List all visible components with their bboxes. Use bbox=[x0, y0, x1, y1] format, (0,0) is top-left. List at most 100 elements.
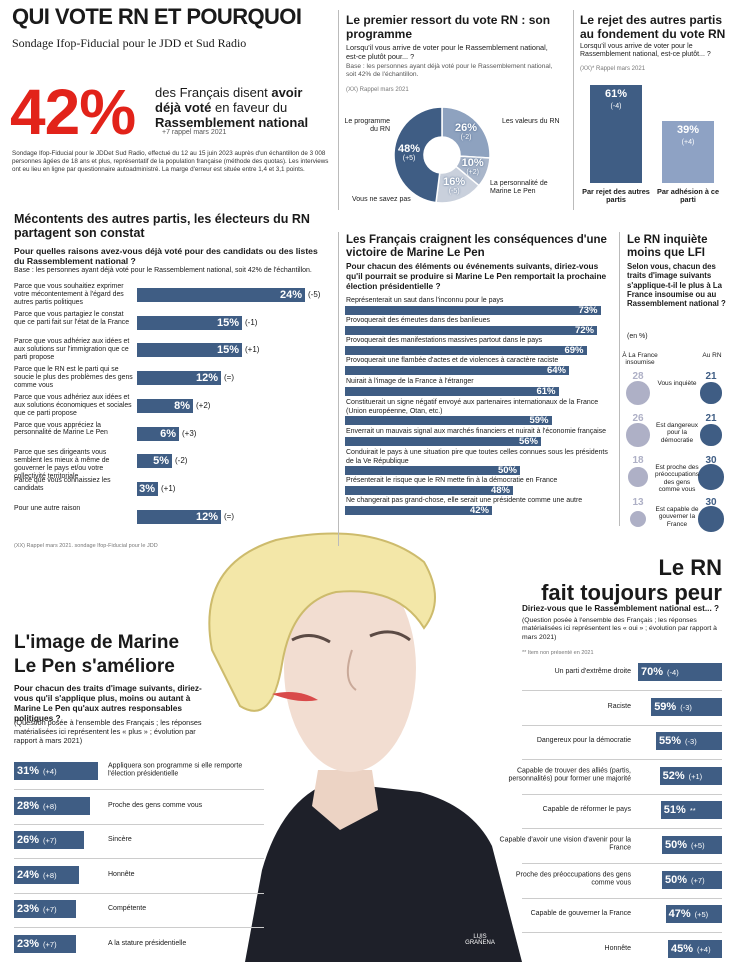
bar bbox=[345, 486, 513, 495]
bar-value: 28% (+8) bbox=[17, 797, 93, 816]
row-label: Honnête bbox=[108, 870, 135, 878]
bar bbox=[14, 865, 79, 884]
divider bbox=[338, 10, 339, 210]
divider bbox=[619, 232, 620, 526]
bar bbox=[14, 934, 77, 953]
bar bbox=[137, 398, 193, 413]
row-rule bbox=[522, 932, 722, 934]
divider bbox=[573, 10, 574, 210]
bubble bbox=[628, 467, 648, 487]
row-label: Conduirait le pays à une situation pire … bbox=[346, 449, 608, 465]
donut bbox=[393, 106, 491, 204]
bar-evolution: (+5) bbox=[691, 841, 705, 850]
question: Lorsqu'il vous arrive de voter pour le R… bbox=[346, 43, 548, 61]
section-title: fait toujours peur bbox=[541, 580, 722, 605]
bar bbox=[137, 343, 242, 358]
row-rule bbox=[522, 724, 722, 726]
subtitle: Sondage Ifop-Fiducial pour le JDD et Sud… bbox=[12, 36, 247, 50]
nose bbox=[346, 649, 357, 691]
bar-value-text: 50% bbox=[665, 873, 688, 886]
bubble bbox=[700, 424, 722, 446]
row-label: Provoquerait une flambée d'actes et de v… bbox=[346, 357, 559, 364]
bar bbox=[14, 796, 90, 815]
stat-text-part: en faveur du bbox=[211, 99, 288, 115]
bar-value: 50% bbox=[497, 465, 517, 476]
question: Pour chacun des traits d'image suivants,… bbox=[14, 683, 202, 723]
donut-slice bbox=[393, 106, 443, 204]
bar bbox=[662, 870, 722, 889]
row-label: Parce que vous souhaitiez exprimer votre… bbox=[14, 283, 124, 306]
row-label: Ne changerait pas grand-chose, elle sera… bbox=[346, 497, 583, 504]
section-title: Le RN inquiète moins que LFI bbox=[627, 234, 708, 260]
row-label: Un parti d'extrême droite bbox=[554, 667, 631, 675]
row-label: Provoquerait des manifestations massives… bbox=[346, 337, 543, 344]
section-title: Le Pen s'améliore bbox=[14, 656, 175, 677]
bar-value: 52% (+1) bbox=[663, 767, 722, 786]
bar-value: 47% (+5) bbox=[669, 905, 722, 924]
bar-value: 23% (+7) bbox=[17, 935, 79, 954]
column-header: À La France insoumise bbox=[622, 352, 658, 367]
slice-evolution: (+5) bbox=[402, 154, 416, 162]
bar-value: 5% bbox=[153, 455, 169, 468]
bar-value-text: 26% bbox=[17, 834, 40, 846]
bar-evolution: (+2) bbox=[196, 400, 211, 410]
title: QUI VOTE RN ET POURQUOI bbox=[12, 4, 302, 29]
row-label: Honnête bbox=[604, 944, 631, 952]
bar-evolution: (+7) bbox=[43, 939, 57, 949]
bar bbox=[345, 466, 520, 475]
bar-value-text: 50% bbox=[665, 839, 688, 851]
base: Base : les personnes ayant déjà voté pou… bbox=[346, 63, 553, 78]
bar-value: 59% (-3) bbox=[654, 698, 722, 717]
section-title: L'image de Marine bbox=[14, 632, 180, 653]
bubble bbox=[626, 423, 650, 447]
credit: LUIS GRAÑENA bbox=[465, 934, 495, 946]
bar-value: 8% bbox=[174, 399, 190, 412]
bar-evolution: (-3) bbox=[685, 737, 697, 747]
bar bbox=[345, 416, 552, 425]
bar-value: 15% bbox=[216, 316, 239, 329]
bar bbox=[345, 506, 492, 515]
question: Pour chacun des éléments ou événements s… bbox=[346, 261, 607, 291]
row-label: Parce que vous adhériez aux idées et aux… bbox=[14, 338, 130, 362]
row-label: Pour une autre raison bbox=[14, 504, 81, 512]
bar-evolution: (+1) bbox=[161, 483, 176, 493]
stat-text: des Français disent avoir déjà voté en f… bbox=[155, 85, 330, 131]
bar-value: 56% bbox=[518, 436, 538, 447]
bar-value: 12% bbox=[195, 510, 218, 523]
row-rule bbox=[14, 858, 264, 859]
legend-label: Vous ne savez pas bbox=[352, 196, 411, 203]
row-label: Appliquera son programme si elle remport… bbox=[108, 762, 243, 778]
bar bbox=[656, 732, 722, 751]
bar-label: Par adhésion à ce parti bbox=[656, 187, 720, 205]
bar-value-text: 55% bbox=[659, 735, 682, 748]
bar-value: 59% bbox=[529, 415, 549, 426]
bar-evolution: (-5) bbox=[308, 290, 321, 299]
bar-evolution: (+3) bbox=[182, 428, 197, 438]
row-rule bbox=[522, 828, 722, 830]
row-label: Est capable de gouverner la France bbox=[655, 506, 699, 528]
column-header: Au RN bbox=[702, 352, 722, 359]
note: (XX)* Rappel mars 2021 bbox=[580, 66, 646, 72]
row-rule bbox=[14, 892, 264, 894]
slice-value: 48% bbox=[398, 142, 421, 155]
bar bbox=[659, 766, 722, 785]
bubble-value: 28 bbox=[632, 371, 644, 382]
bubble bbox=[700, 382, 722, 404]
bar-value: 24% (+8) bbox=[17, 866, 82, 885]
base: Base : les personnes ayant déjà voté pou… bbox=[14, 267, 312, 274]
row-label: Proche des gens comme vous bbox=[108, 801, 203, 809]
bar-evolution: (-2) bbox=[175, 456, 188, 466]
slice-evolution: (-5) bbox=[448, 187, 460, 195]
section-title: Le rejet des autres partis au fondement … bbox=[580, 13, 726, 41]
bar-value: 45% (+4) bbox=[671, 940, 722, 959]
bar-evolution: (+1) bbox=[245, 345, 260, 355]
bar bbox=[345, 366, 569, 375]
row-label: Présenterait le risque que le RN mette f… bbox=[346, 477, 558, 484]
row-label: Vous inquiète bbox=[657, 380, 697, 387]
row-label: A la stature présidentielle bbox=[108, 939, 187, 947]
bar-value: 69% bbox=[564, 345, 584, 356]
donut-slice bbox=[441, 106, 491, 159]
bar-value: 51% ** bbox=[664, 801, 722, 820]
method: Sondage Ifop-Fiducial pour le JDDet Sud … bbox=[12, 150, 329, 173]
bar-value: 15% bbox=[216, 344, 239, 357]
